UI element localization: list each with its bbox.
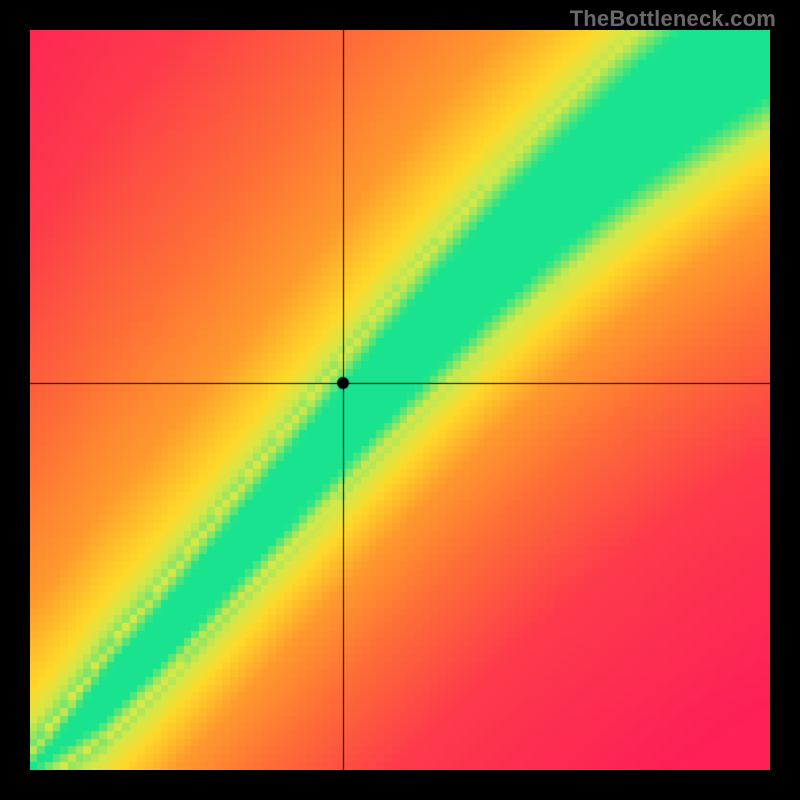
bottleneck-heatmap (30, 30, 770, 770)
chart-frame: { "watermark": { "text": "TheBottleneck.… (0, 0, 800, 800)
watermark-text: TheBottleneck.com (570, 6, 776, 32)
